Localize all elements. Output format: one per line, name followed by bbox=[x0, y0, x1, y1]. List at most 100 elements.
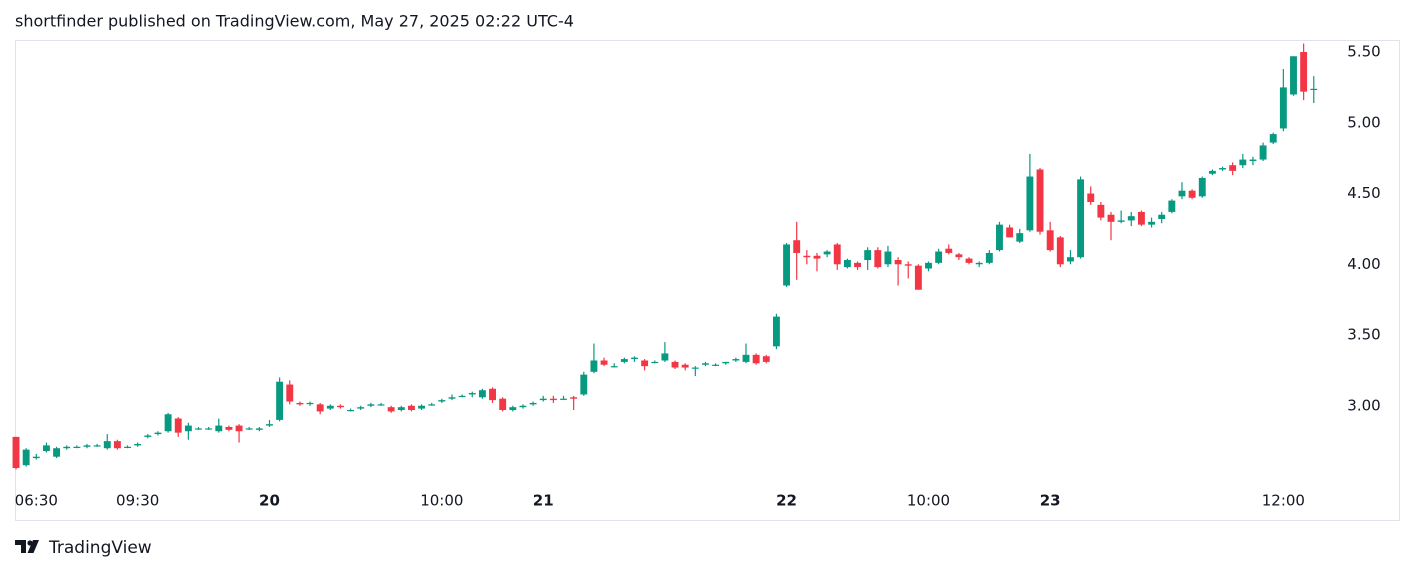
candle-body bbox=[205, 428, 213, 430]
plot: 3.00 3.50 4.00 4.50 5.00 5.50 06:30 09:30 20 10:0… bbox=[12, 43, 1381, 510]
x-tick-label: 22 bbox=[776, 492, 797, 510]
y-tick-label: 4.00 bbox=[1347, 255, 1380, 273]
x-tick-label: 10:00 bbox=[420, 492, 463, 510]
candle-body bbox=[377, 404, 385, 406]
candle-body bbox=[1188, 190, 1196, 198]
candle-body bbox=[641, 360, 649, 367]
candle-body bbox=[306, 402, 314, 405]
candle-body bbox=[1067, 257, 1074, 262]
candle-body bbox=[1168, 200, 1176, 212]
candle-body bbox=[722, 361, 730, 364]
candle-body bbox=[671, 361, 679, 368]
candle-body bbox=[590, 360, 598, 372]
y-tick-label: 5.50 bbox=[1347, 43, 1380, 61]
candle-body bbox=[772, 316, 780, 347]
candle-body bbox=[985, 252, 993, 263]
candle-body bbox=[42, 445, 50, 452]
logo-part bbox=[27, 540, 39, 553]
candle-body bbox=[610, 366, 618, 368]
candle-body bbox=[549, 398, 557, 401]
candle-body bbox=[691, 367, 699, 369]
candle-body bbox=[235, 425, 243, 432]
candle-body bbox=[53, 448, 61, 457]
chart-title: shortfinder published on TradingView.com… bbox=[15, 12, 574, 31]
candle-body bbox=[732, 359, 740, 361]
candle-body bbox=[367, 404, 375, 406]
brand-logo bbox=[15, 540, 39, 553]
candle-body bbox=[113, 441, 121, 449]
candle-body bbox=[458, 395, 466, 398]
candle-body bbox=[215, 425, 223, 432]
candle-body bbox=[347, 410, 355, 412]
candle-body bbox=[1290, 56, 1297, 95]
candle-body bbox=[1239, 159, 1247, 166]
candle-body bbox=[1279, 87, 1287, 129]
candle-body bbox=[793, 240, 801, 253]
x-tick-label: 09:30 bbox=[116, 492, 159, 510]
candle-body bbox=[468, 393, 476, 395]
candle-body bbox=[195, 428, 202, 430]
x-tick-label: 20 bbox=[259, 492, 280, 510]
candle-body bbox=[1077, 179, 1085, 258]
candle-body bbox=[519, 405, 527, 408]
candle-body bbox=[266, 424, 273, 426]
candle-body bbox=[884, 251, 892, 265]
candle-body bbox=[448, 397, 456, 399]
candle-body bbox=[580, 374, 588, 395]
y-tick-label: 4.50 bbox=[1347, 184, 1380, 202]
candle-body bbox=[478, 390, 486, 398]
candle-body bbox=[996, 224, 1003, 251]
candle-body bbox=[529, 402, 537, 405]
candle-body bbox=[1249, 159, 1257, 161]
candle-body bbox=[894, 260, 902, 265]
candle-body bbox=[1127, 216, 1135, 221]
candle-body bbox=[326, 405, 334, 409]
candle-body bbox=[914, 265, 922, 290]
candle-body bbox=[1006, 227, 1014, 238]
candle-body bbox=[752, 354, 760, 364]
candle-body bbox=[854, 262, 861, 268]
candle-body bbox=[438, 400, 446, 402]
candle-body bbox=[539, 398, 547, 401]
candle-body bbox=[1107, 214, 1115, 222]
candle-body bbox=[245, 428, 253, 430]
candle-body bbox=[387, 407, 395, 412]
candle-body bbox=[1117, 220, 1125, 222]
candle-body bbox=[1229, 165, 1237, 171]
candle-body bbox=[1016, 233, 1024, 242]
candle-body bbox=[1097, 204, 1105, 218]
candle-body bbox=[428, 404, 436, 406]
candle-body bbox=[1269, 134, 1277, 143]
candle-body bbox=[63, 446, 71, 449]
candle-body bbox=[925, 262, 932, 269]
candle-body bbox=[620, 359, 628, 362]
candle-body bbox=[1087, 193, 1095, 203]
x-tick-label: 21 bbox=[533, 492, 554, 510]
candle-body bbox=[560, 398, 567, 400]
candle-body bbox=[904, 264, 912, 266]
candle-body bbox=[1310, 88, 1318, 91]
x-tick-label: 12:00 bbox=[1262, 492, 1305, 510]
candle-body bbox=[945, 248, 953, 253]
candle-body bbox=[32, 456, 40, 459]
candle-body bbox=[955, 254, 963, 258]
candle-body bbox=[397, 407, 405, 411]
candle-body bbox=[12, 436, 20, 469]
candle-body bbox=[164, 414, 172, 432]
candle-body bbox=[1036, 169, 1044, 232]
candle-body bbox=[93, 445, 101, 447]
candle-body bbox=[843, 260, 851, 268]
candle-body bbox=[570, 397, 578, 399]
candle-body bbox=[742, 354, 750, 362]
candle-body bbox=[225, 426, 233, 430]
candle-body bbox=[73, 446, 81, 448]
candle-body bbox=[509, 407, 517, 411]
candle-body bbox=[499, 398, 507, 411]
candle-body bbox=[702, 363, 709, 365]
chart-frame bbox=[15, 40, 1400, 521]
candle-body bbox=[418, 405, 426, 409]
candle-body bbox=[833, 244, 841, 265]
x-tick-label: 10:00 bbox=[907, 492, 950, 510]
